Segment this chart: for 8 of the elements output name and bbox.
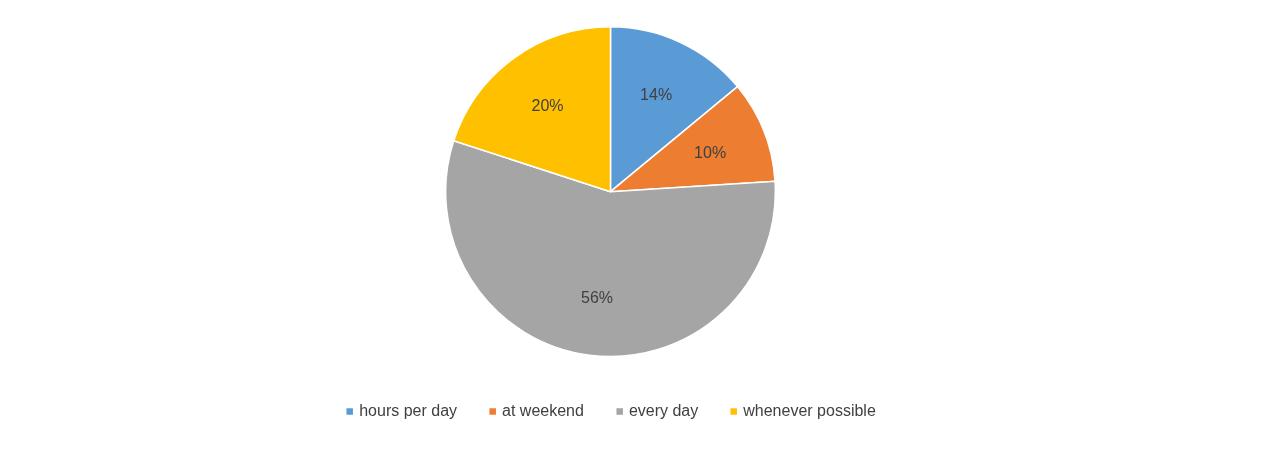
legend-label: whenever possible: [743, 402, 876, 420]
legend-label: hours per day: [359, 402, 458, 420]
legend-label: every day: [628, 402, 699, 420]
data-label: 20%: [531, 96, 564, 114]
data-label: 14%: [640, 86, 673, 104]
legend-label: at weekend: [502, 402, 584, 420]
data-label: 10%: [694, 143, 727, 161]
data-label: 56%: [581, 289, 614, 307]
